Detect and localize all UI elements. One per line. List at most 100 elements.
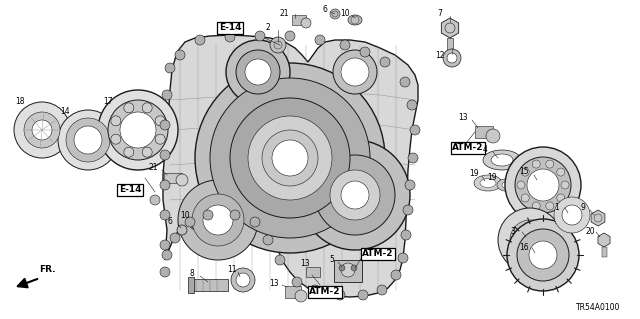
Circle shape: [443, 49, 461, 67]
Circle shape: [515, 157, 571, 213]
Circle shape: [521, 168, 529, 176]
Circle shape: [377, 285, 387, 295]
Polygon shape: [442, 18, 459, 38]
Circle shape: [160, 240, 170, 250]
Circle shape: [405, 180, 415, 190]
Text: 15: 15: [519, 167, 529, 176]
Text: 6: 6: [168, 218, 172, 226]
Text: 14: 14: [60, 108, 70, 116]
Text: 19: 19: [487, 174, 497, 182]
Circle shape: [407, 100, 417, 110]
Circle shape: [262, 130, 318, 186]
Polygon shape: [591, 210, 605, 226]
Circle shape: [335, 290, 345, 300]
Circle shape: [410, 125, 420, 135]
Circle shape: [270, 37, 286, 53]
Text: 19: 19: [469, 169, 479, 179]
Circle shape: [341, 181, 369, 209]
Bar: [292, 15, 306, 25]
Circle shape: [562, 205, 582, 225]
Bar: [190, 279, 228, 291]
Bar: [306, 267, 320, 277]
Circle shape: [398, 253, 408, 263]
Circle shape: [195, 63, 385, 253]
Text: ATM-2: ATM-2: [309, 287, 340, 296]
Circle shape: [170, 233, 180, 243]
Circle shape: [300, 140, 410, 250]
Circle shape: [162, 90, 172, 100]
Circle shape: [142, 147, 152, 157]
Circle shape: [341, 263, 355, 277]
Text: 7: 7: [438, 10, 442, 19]
Text: ATM-2: ATM-2: [362, 249, 394, 258]
Bar: [475, 126, 493, 138]
Circle shape: [557, 168, 564, 176]
Text: 4: 4: [483, 145, 488, 154]
Circle shape: [517, 181, 525, 189]
Circle shape: [532, 160, 540, 168]
Circle shape: [195, 35, 205, 45]
Circle shape: [124, 103, 134, 113]
Circle shape: [203, 205, 233, 235]
Circle shape: [226, 40, 290, 104]
Circle shape: [24, 112, 60, 148]
Text: 1: 1: [555, 203, 559, 211]
Circle shape: [178, 180, 258, 260]
Circle shape: [341, 58, 369, 86]
Circle shape: [263, 235, 273, 245]
Circle shape: [391, 270, 401, 280]
Circle shape: [74, 126, 102, 154]
Text: 5: 5: [330, 256, 335, 264]
Circle shape: [310, 285, 320, 295]
Text: 16: 16: [519, 242, 529, 251]
Circle shape: [160, 180, 170, 190]
Bar: [188, 277, 194, 293]
Circle shape: [192, 194, 244, 246]
Circle shape: [330, 9, 340, 19]
Circle shape: [160, 267, 170, 277]
Text: 21: 21: [148, 162, 157, 172]
Circle shape: [521, 194, 529, 202]
Circle shape: [66, 118, 110, 162]
Circle shape: [520, 230, 540, 250]
Circle shape: [339, 265, 345, 271]
Text: 8: 8: [189, 270, 195, 278]
Circle shape: [510, 220, 550, 260]
Circle shape: [275, 255, 285, 265]
Ellipse shape: [483, 150, 521, 170]
Circle shape: [315, 35, 325, 45]
Circle shape: [111, 134, 121, 144]
Circle shape: [554, 197, 590, 233]
Circle shape: [400, 77, 410, 87]
Text: ATM-2: ATM-2: [452, 144, 484, 152]
Text: TR54A0100: TR54A0100: [576, 303, 620, 313]
Circle shape: [340, 40, 350, 50]
Circle shape: [529, 241, 557, 269]
Circle shape: [505, 147, 581, 223]
Ellipse shape: [348, 15, 362, 25]
Circle shape: [333, 50, 377, 94]
Ellipse shape: [497, 179, 519, 191]
Circle shape: [255, 31, 265, 41]
Circle shape: [315, 155, 395, 235]
Circle shape: [561, 181, 569, 189]
Circle shape: [162, 250, 172, 260]
Text: 20: 20: [585, 227, 595, 236]
Bar: [334, 260, 362, 282]
Circle shape: [160, 150, 170, 160]
Circle shape: [210, 78, 370, 238]
Bar: [164, 173, 182, 183]
Ellipse shape: [491, 154, 513, 166]
Circle shape: [175, 50, 185, 60]
Bar: [447, 38, 453, 52]
Circle shape: [517, 229, 569, 281]
Circle shape: [14, 102, 70, 158]
Circle shape: [295, 290, 307, 302]
Text: 10: 10: [340, 10, 350, 19]
Circle shape: [236, 50, 280, 94]
Circle shape: [58, 110, 118, 170]
Circle shape: [408, 153, 418, 163]
Text: 10: 10: [180, 211, 190, 219]
Circle shape: [236, 273, 250, 287]
Ellipse shape: [474, 175, 502, 191]
